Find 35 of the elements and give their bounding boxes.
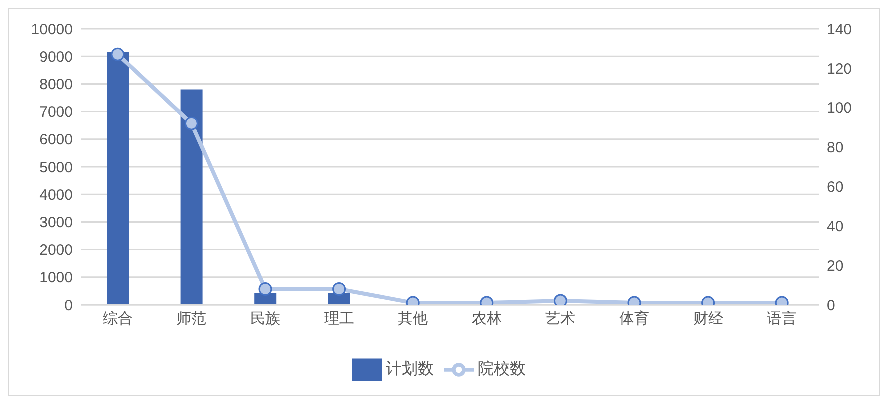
y2-tick-label: 0 <box>827 297 836 314</box>
point <box>184 116 198 130</box>
point <box>111 48 125 62</box>
y-tick-label: 6000 <box>40 132 73 149</box>
y2-tick-label: 140 <box>827 21 852 38</box>
x-tick-label: 民族 <box>250 310 280 328</box>
y2-tick-label: 60 <box>827 179 844 196</box>
y-tick-label: 5000 <box>40 159 73 176</box>
y2-tick-label: 80 <box>827 140 844 157</box>
y-tick-label: 0 <box>64 297 73 314</box>
y2-tick-label: 100 <box>827 100 852 118</box>
x-tick-label: 艺术 <box>546 310 576 328</box>
y2-tick-label: 40 <box>827 218 844 236</box>
y2-tick-label: 120 <box>827 60 852 78</box>
legend-label: 院校数 <box>478 361 526 378</box>
bar <box>180 90 203 305</box>
y-tick-label: 8000 <box>40 76 73 94</box>
x-tick-label: 其他 <box>398 310 428 328</box>
x-tick-label: 综合 <box>102 310 133 328</box>
x-tick-label: 体育 <box>620 310 650 328</box>
y-tick-label: 3000 <box>40 214 73 232</box>
y-tick-label: 1000 <box>40 270 73 287</box>
x-tick-label: 师范 <box>176 310 207 328</box>
y-tick-label: 9000 <box>40 48 73 66</box>
y-tick-label: 10000 <box>31 21 73 38</box>
bar <box>107 52 129 305</box>
legend-label: 计划数 <box>386 361 434 378</box>
x-tick-label: 理工 <box>324 310 354 328</box>
y-tick-label: 7000 <box>40 104 73 122</box>
x-tick-label: 财经 <box>693 310 724 328</box>
x-tick-label: 农林 <box>472 310 502 328</box>
x-tick-label: 语言 <box>767 310 798 328</box>
y-tick-label: 4000 <box>40 186 73 204</box>
y2-tick-label: 20 <box>827 258 844 275</box>
y-tick-label: 2000 <box>40 242 73 260</box>
